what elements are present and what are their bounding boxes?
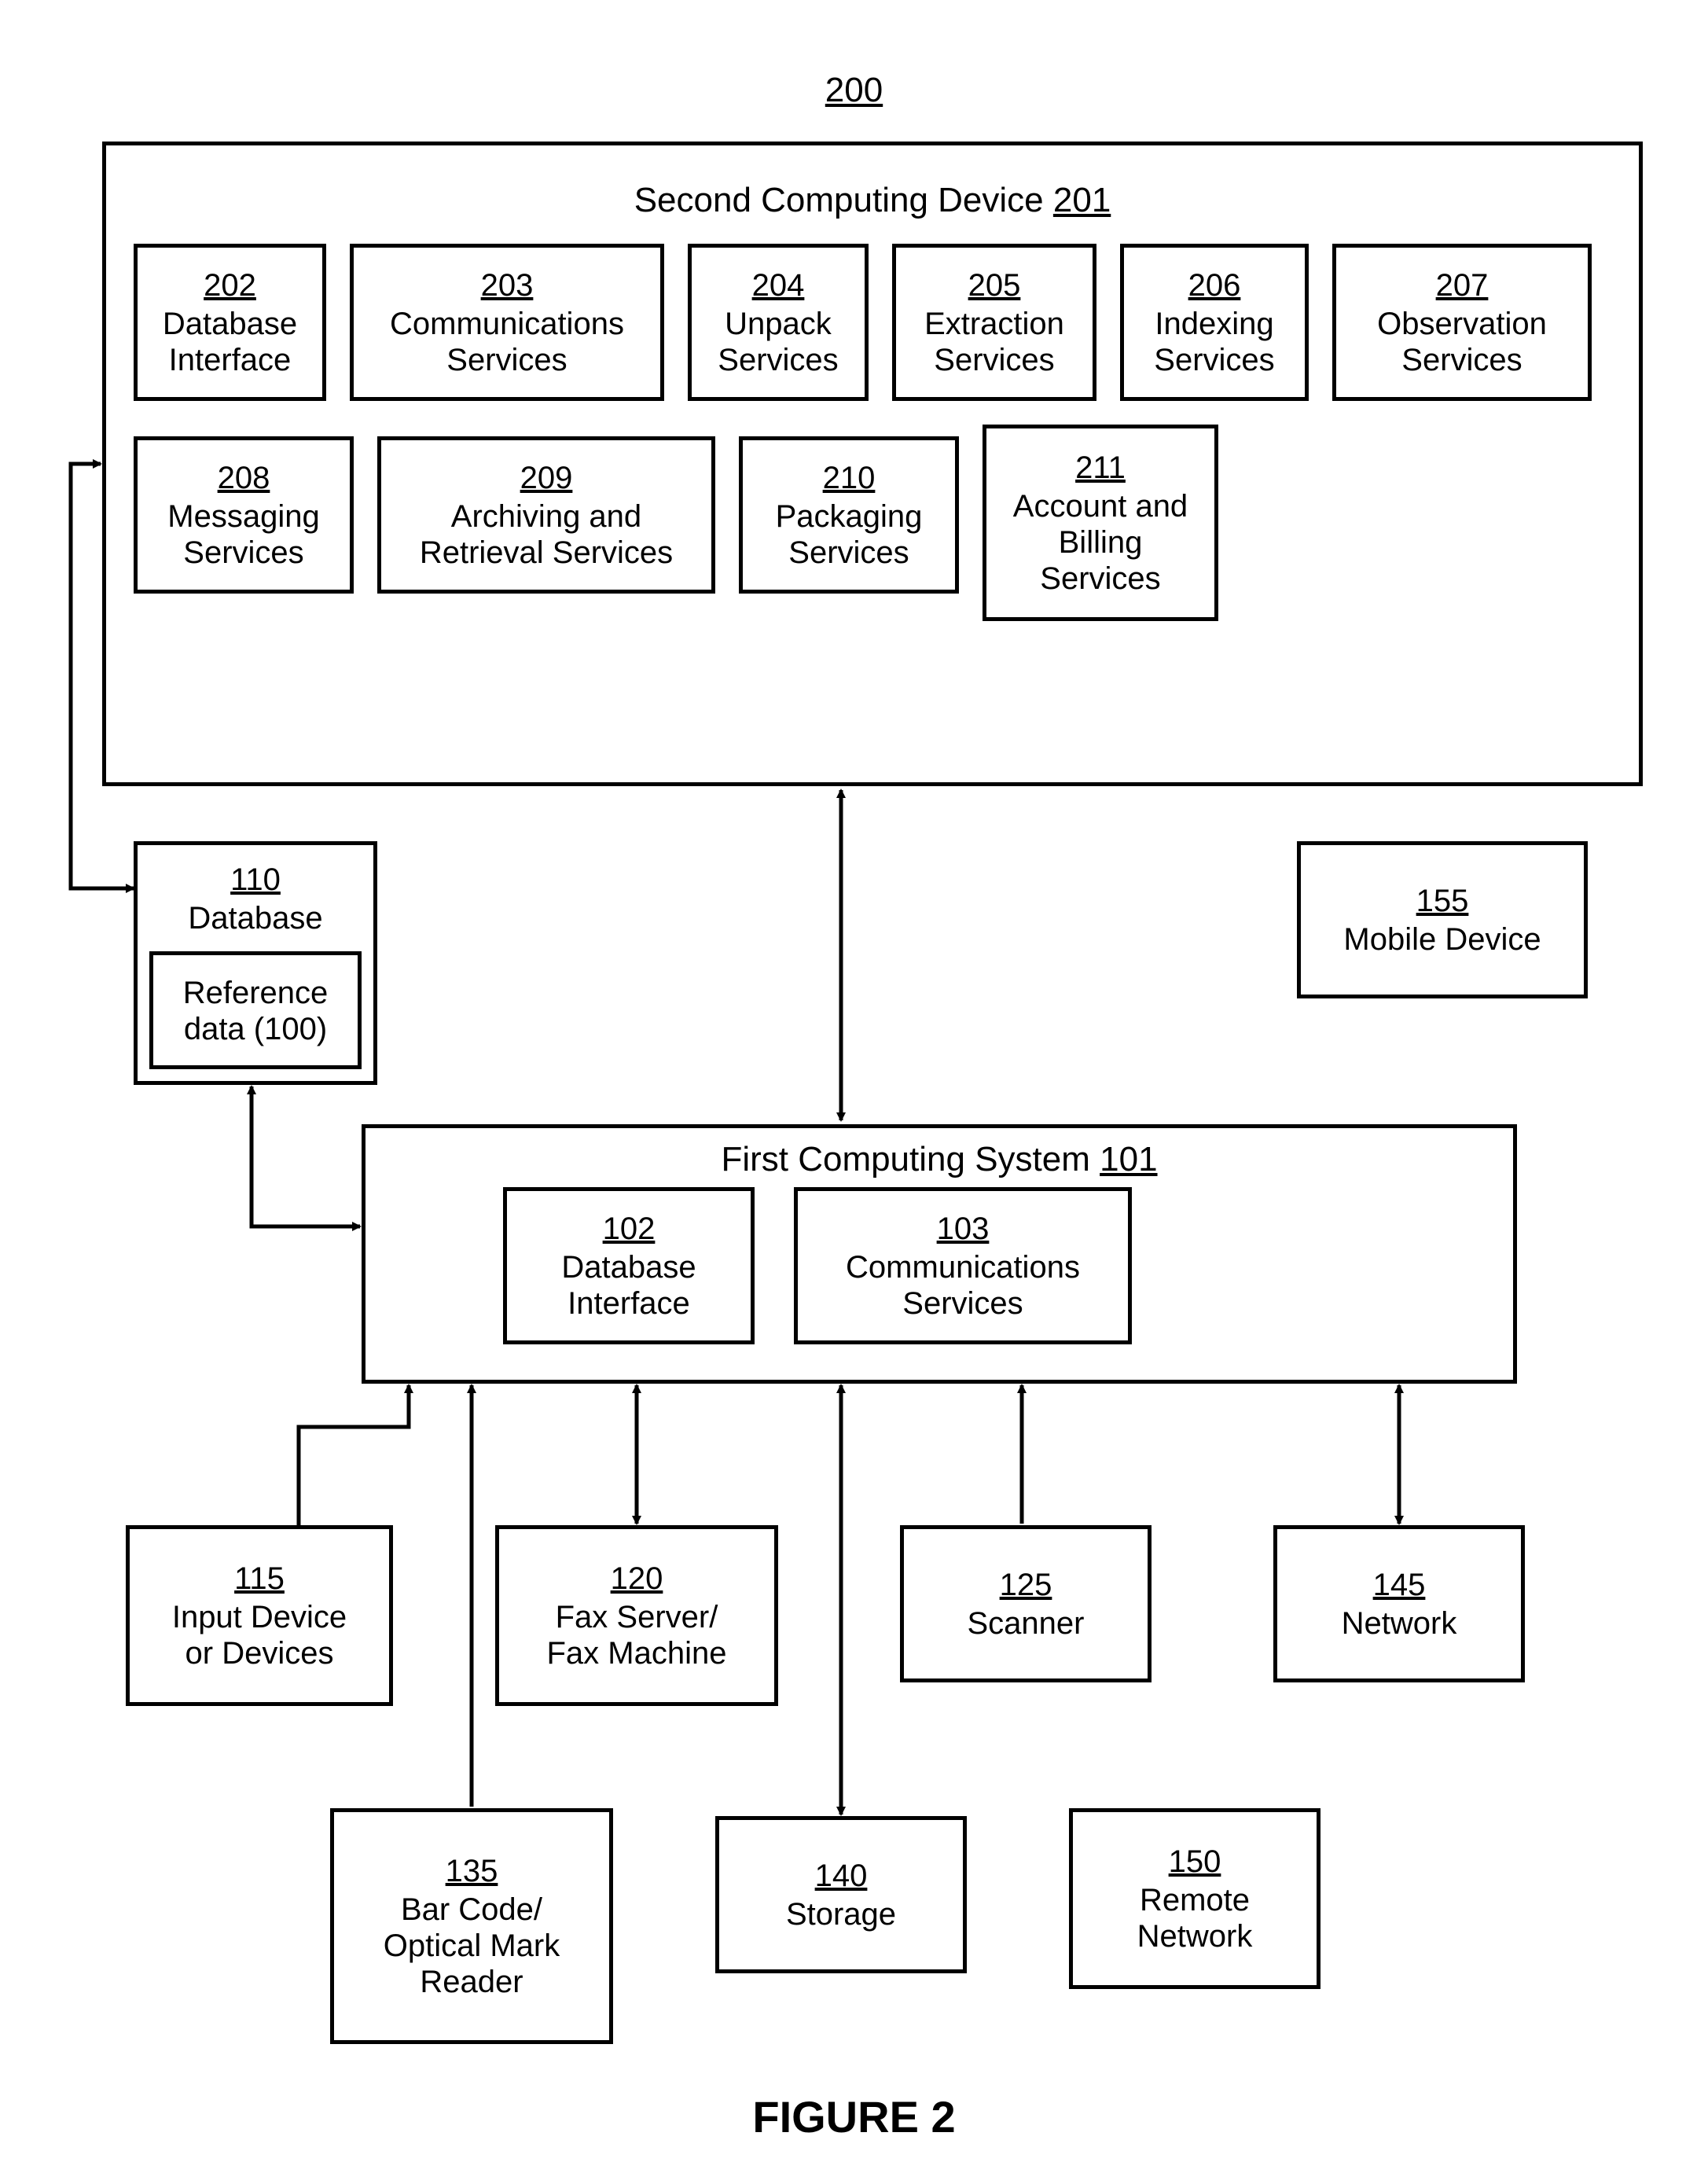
lbl-125: Scanner [968, 1605, 1085, 1642]
num-206: 206 [1188, 267, 1241, 304]
diagram-canvas: 200 Second Computing Device 201 202 Data… [0, 0, 1708, 2173]
node-135: 135 Bar Code/Optical MarkReader [330, 1808, 613, 2044]
lbl-209: Archiving andRetrieval Services [420, 498, 673, 571]
title-second-computing-device: Second Computing Device 201 [102, 181, 1643, 220]
num-125: 125 [1000, 1566, 1052, 1604]
num-211: 211 [1075, 449, 1126, 487]
lbl-103: CommunicationsServices [846, 1249, 1080, 1322]
node-100: Referencedata (100) [149, 951, 362, 1069]
lbl-155: Mobile Device [1343, 921, 1541, 958]
lbl-140: Storage [786, 1896, 896, 1932]
num-155: 155 [1416, 882, 1469, 920]
num-208: 208 [218, 459, 270, 497]
node-103: 103 CommunicationsServices [794, 1187, 1132, 1344]
title-first-computing-system: First Computing System 101 [362, 1140, 1517, 1179]
lbl-203: CommunicationsServices [390, 306, 624, 378]
lbl-145: Network [1342, 1605, 1457, 1642]
lbl-204: UnpackServices [718, 306, 838, 378]
node-211: 211 Account andBillingServices [983, 425, 1218, 621]
lbl-120: Fax Server/Fax Machine [547, 1599, 727, 1671]
num-203: 203 [481, 267, 534, 304]
num-150: 150 [1169, 1843, 1221, 1881]
node-203: 203 CommunicationsServices [350, 244, 664, 401]
node-145: 145 Network [1273, 1525, 1525, 1682]
num-209: 209 [520, 459, 573, 497]
lbl-206: IndexingServices [1154, 306, 1274, 378]
lbl-100: Referencedata (100) [183, 975, 329, 1047]
lbl-110: Database [188, 900, 322, 936]
lbl-202: DatabaseInterface [163, 306, 297, 378]
title-second-prefix: Second Computing Device [634, 181, 1053, 219]
node-205: 205 ExtractionServices [892, 244, 1096, 401]
node-120: 120 Fax Server/Fax Machine [495, 1525, 778, 1706]
node-155: 155 Mobile Device [1297, 841, 1588, 998]
lbl-208: MessagingServices [167, 498, 319, 571]
num-145: 145 [1373, 1566, 1426, 1604]
lbl-115: Input Deviceor Devices [172, 1599, 347, 1671]
title-first-prefix: First Computing System [721, 1140, 1100, 1178]
lbl-210: PackagingServices [776, 498, 923, 571]
num-207: 207 [1436, 267, 1489, 304]
title-second-num: 201 [1053, 181, 1111, 219]
figure-caption: FIGURE 2 [0, 2091, 1708, 2142]
node-208: 208 MessagingServices [134, 436, 354, 594]
node-210: 210 PackagingServices [739, 436, 959, 594]
lbl-150: RemoteNetwork [1137, 1882, 1253, 1954]
node-204: 204 UnpackServices [688, 244, 869, 401]
lbl-102: DatabaseInterface [561, 1249, 696, 1322]
num-202: 202 [204, 267, 256, 304]
lbl-205: ExtractionServices [924, 306, 1064, 378]
num-103: 103 [937, 1210, 990, 1248]
node-115: 115 Input Deviceor Devices [126, 1525, 393, 1706]
node-150: 150 RemoteNetwork [1069, 1808, 1320, 1989]
node-207: 207 ObservationServices [1332, 244, 1592, 401]
num-135: 135 [446, 1852, 498, 1890]
num-102: 102 [603, 1210, 656, 1248]
lbl-135: Bar Code/Optical MarkReader [384, 1892, 560, 2000]
num-110: 110 [230, 861, 281, 899]
num-205: 205 [968, 267, 1021, 304]
node-102: 102 DatabaseInterface [503, 1187, 755, 1344]
num-140: 140 [815, 1857, 868, 1895]
node-125: 125 Scanner [900, 1525, 1152, 1682]
lbl-211: Account andBillingServices [1013, 488, 1188, 597]
lbl-207: ObservationServices [1377, 306, 1547, 378]
num-120: 120 [611, 1560, 663, 1598]
num-210: 210 [823, 459, 876, 497]
node-202: 202 DatabaseInterface [134, 244, 326, 401]
figure-number-top: 200 [0, 71, 1708, 110]
node-206: 206 IndexingServices [1120, 244, 1309, 401]
title-first-num: 101 [1100, 1140, 1157, 1178]
num-204: 204 [752, 267, 805, 304]
num-115: 115 [234, 1560, 285, 1598]
node-140: 140 Storage [715, 1816, 967, 1973]
node-209: 209 Archiving andRetrieval Services [377, 436, 715, 594]
